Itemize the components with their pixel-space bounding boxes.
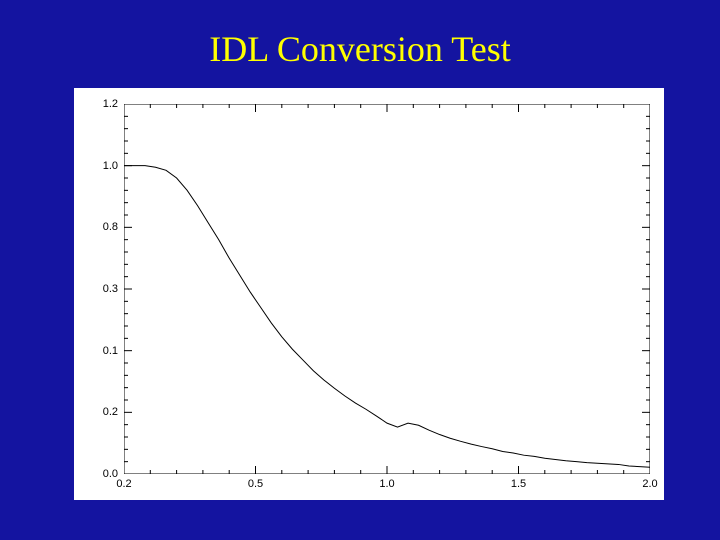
x-tick-label: 1.0 (379, 478, 394, 490)
y-tick-label: 0.2 (103, 406, 118, 418)
chart-svg (124, 104, 650, 474)
x-tick-label: 0.2 (116, 478, 131, 490)
plot-area: 0.00.20.10.30.81.01.20.20.51.01.52.0 (124, 104, 650, 474)
x-tick-label: 1.5 (511, 478, 526, 490)
y-tick-label: 1.2 (103, 98, 118, 110)
x-tick-label: 2.0 (642, 478, 657, 490)
y-tick-label: 1.0 (103, 160, 118, 172)
x-tick-label: 0.5 (248, 478, 263, 490)
y-tick-label: 0.8 (103, 221, 118, 233)
y-tick-label: 0.1 (103, 345, 118, 357)
slide: IDL Conversion Test 0.00.20.10.30.81.01.… (0, 0, 720, 540)
y-tick-label: 0.3 (103, 283, 118, 295)
chart-container: 0.00.20.10.30.81.01.20.20.51.01.52.0 (74, 88, 664, 500)
slide-title: IDL Conversion Test (0, 28, 720, 70)
